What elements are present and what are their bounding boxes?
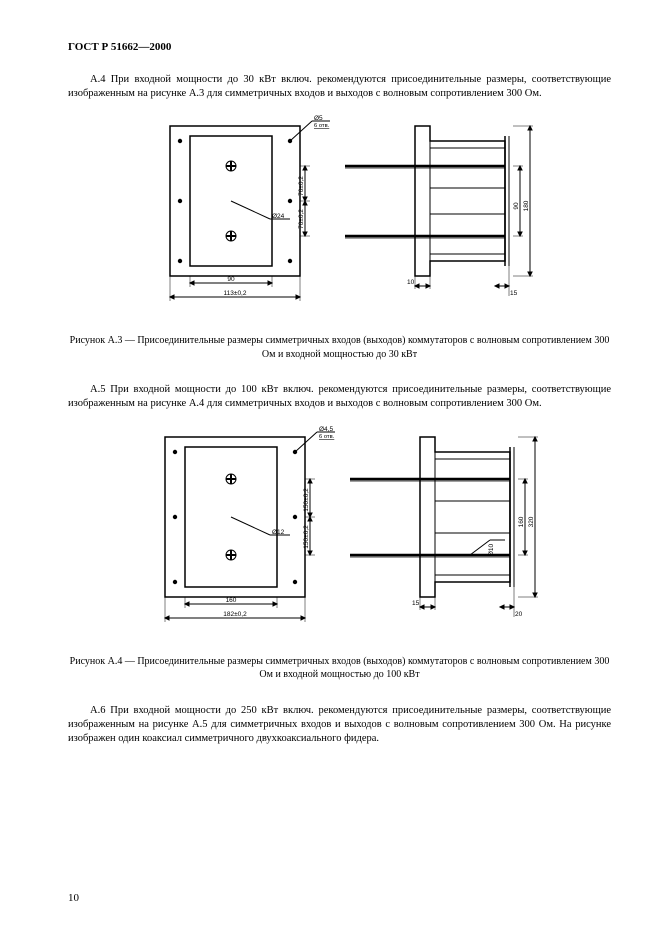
fig-a3-center-dia: Ø24 <box>272 213 285 220</box>
section-a6-text: А.6 При входной мощности до 250 кВт вклю… <box>68 704 611 747</box>
page-number: 10 <box>68 891 79 906</box>
fig-a3-hole-top: Ø5 <box>314 115 323 122</box>
section-a4-text: А.4 При входной мощности до 30 кВт включ… <box>68 73 611 101</box>
fig-a4-center-dia: Ø12 <box>272 529 285 536</box>
figure-a3-drawing: Ø5 6 отв. 70±0,2 70±0,2 90 113±0,2 Ø24 9… <box>140 111 540 326</box>
fig-a3-outer-w: 113±0,2 <box>223 290 246 297</box>
fig-a3-outer-h: 180 <box>523 200 530 211</box>
fig-a3-inner-h: 90 <box>513 202 520 210</box>
fig-a4-inner-w: 160 <box>225 597 236 604</box>
fig-a4-inner-h: 160 <box>518 516 525 527</box>
fig-a3-vspace-1: 70±0,2 <box>298 176 305 196</box>
figure-a4-caption: Рисунок А.4 — Присоединительные размеры … <box>68 655 611 682</box>
figure-a4-drawing: Ø4,5 6 отв. 150±0,2 150±0,2 160 182±0,2 … <box>140 422 540 647</box>
fig-a3-off1: 10 <box>407 279 415 286</box>
fig-a4-bar-dia: Ø10 <box>488 543 495 556</box>
fig-a4-outer-w: 182±0,2 <box>223 611 247 618</box>
fig-a3-hole-bottom: 6 отв. <box>314 123 330 129</box>
section-a5-text: А.5 При входной мощности до 100 кВт вклю… <box>68 383 611 411</box>
fig-a4-vspace-2: 150±0,2 <box>303 524 310 548</box>
page: ГОСТ Р 51662—2000 А.4 При входной мощнос… <box>0 0 661 936</box>
fig-a4-off2: 20 <box>515 611 523 618</box>
figure-a3-caption: Рисунок А.3 — Присоединительные размеры … <box>68 334 611 361</box>
fig-a4-hole-bottom: 6 отв. <box>319 434 335 440</box>
fig-a4-hole-top: Ø4,5 <box>319 426 333 433</box>
fig-a3-vspace-2: 70±0,2 <box>298 209 305 229</box>
fig-a4-vspace-1: 150±0,2 <box>303 487 310 511</box>
fig-a3-inner-w: 90 <box>227 276 235 283</box>
fig-a3-off2: 15 <box>510 290 518 297</box>
doc-header: ГОСТ Р 51662—2000 <box>68 40 611 55</box>
fig-a4-off1: 15 <box>412 600 420 607</box>
fig-a4-outer-h: 320 <box>528 516 535 527</box>
